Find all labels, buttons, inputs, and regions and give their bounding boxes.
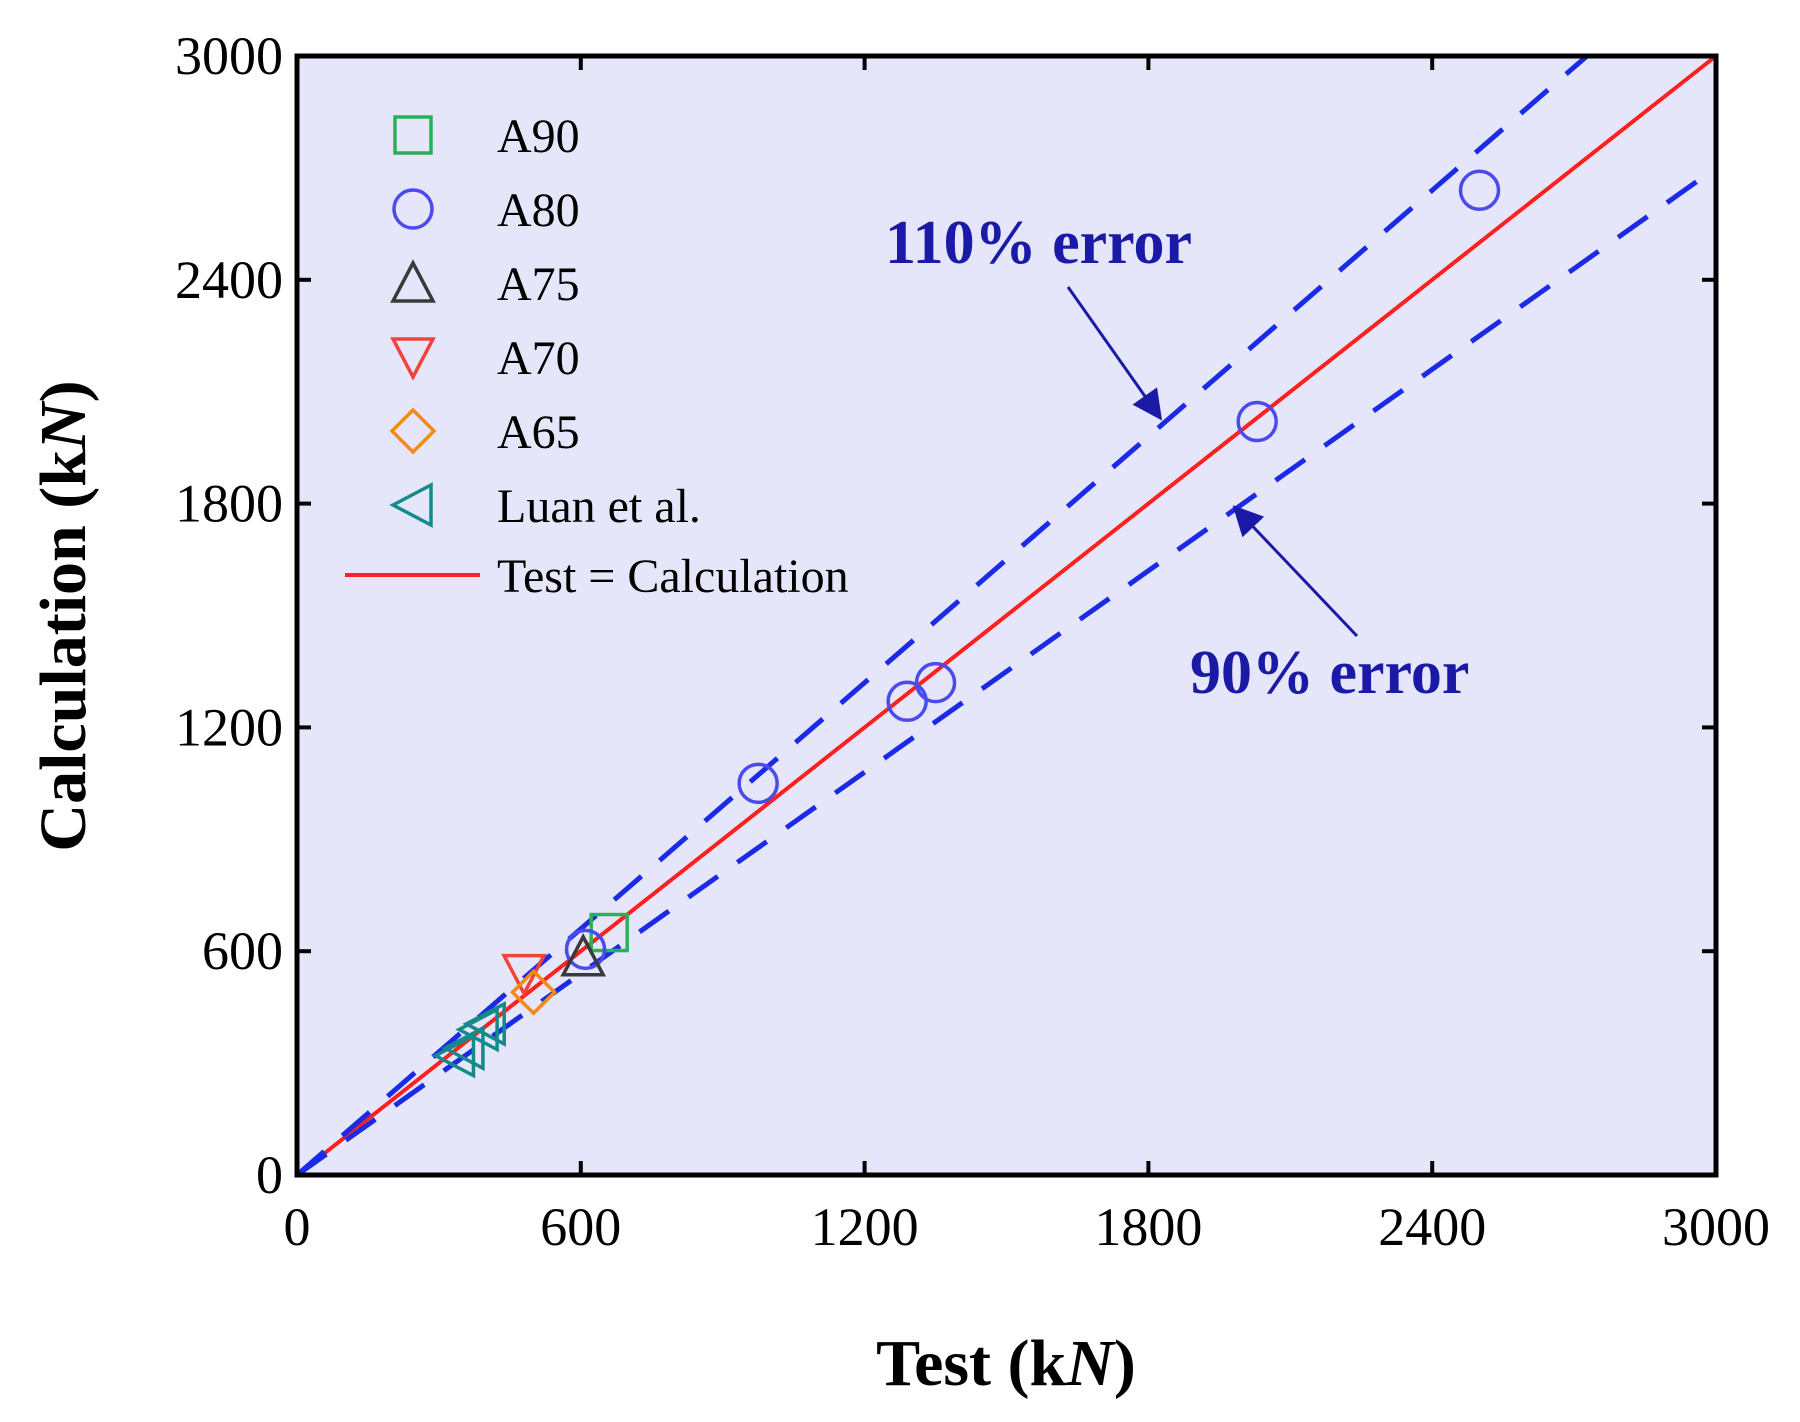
- y-tick-label: 2400: [175, 250, 283, 310]
- point-luan-et-al: [441, 1025, 485, 1072]
- legend-label-identity: Test = Calculation: [497, 550, 849, 603]
- unit-italic: N: [1065, 1327, 1116, 1400]
- annotations: 110% error 90% error: [885, 209, 1469, 707]
- legend: A90 A80 A75 A70 A65 Luan et al. Test = Calcula…: [345, 110, 849, 603]
- data-points: [431, 169, 1501, 1079]
- legend-marker-a75: [390, 259, 436, 303]
- x-tick-label: 1800: [1094, 1197, 1202, 1257]
- x-tick-label: 1200: [811, 1197, 919, 1257]
- x-tick-label: 0: [284, 1197, 311, 1257]
- legend-label-luan-et-al: Luan et al.: [497, 480, 701, 533]
- y-tick-label: 600: [202, 921, 283, 981]
- identity-line: [297, 56, 1716, 1175]
- point-a75: [560, 933, 607, 977]
- legend-marker-a70: [390, 337, 436, 381]
- annotation-arrow-110: [1066, 286, 1163, 421]
- point-a80: [1236, 400, 1278, 443]
- point-a80: [1458, 169, 1501, 212]
- plot-frame: [294, 53, 1719, 1178]
- point-a80: [914, 661, 957, 704]
- axis-ticks: 0 600 1200 1800 2400 3000 0 600 1200 1800 2400 3000: [175, 26, 1770, 1257]
- legend-label-a65: A65: [497, 406, 580, 459]
- x-axis-title: Test (kN): [876, 1327, 1136, 1400]
- y-axis-title: Calculation (kN): [27, 380, 100, 851]
- point-a70: [501, 953, 547, 998]
- legend-label-a70: A70: [497, 332, 580, 385]
- error-line-90: [297, 165, 1716, 1175]
- annotation-arrow-90: [1232, 505, 1359, 638]
- legend-label-a75: A75: [497, 258, 580, 311]
- legend-marker-a80: [392, 188, 434, 230]
- legend-marker-luan-et-al: [389, 482, 433, 528]
- y-tick-label: 3000: [175, 26, 283, 86]
- x-tick-label: 600: [540, 1197, 621, 1257]
- point-a80: [737, 762, 779, 805]
- x-tick-label: 3000: [1662, 1197, 1770, 1257]
- point-a80: [886, 680, 928, 723]
- legend-label-a80: A80: [497, 184, 580, 237]
- x-tick-label: 2400: [1378, 1197, 1486, 1257]
- point-a65: [510, 968, 557, 1016]
- annotation-110-error: 110% error: [885, 209, 1192, 277]
- annotation-90-error: 90% error: [1190, 639, 1469, 707]
- legend-marker-a65: [389, 407, 437, 455]
- point-a80: [564, 928, 607, 971]
- unit-italic: N: [27, 400, 100, 451]
- point-luan-et-al: [462, 1001, 506, 1047]
- legend-label-a90: A90: [497, 110, 580, 163]
- y-tick-label: 1800: [175, 474, 283, 534]
- point-luan-et-al: [431, 1032, 476, 1079]
- y-tick-label: 1200: [175, 697, 283, 757]
- legend-marker-a90: [393, 115, 433, 155]
- y-tick-label: 0: [256, 1145, 283, 1205]
